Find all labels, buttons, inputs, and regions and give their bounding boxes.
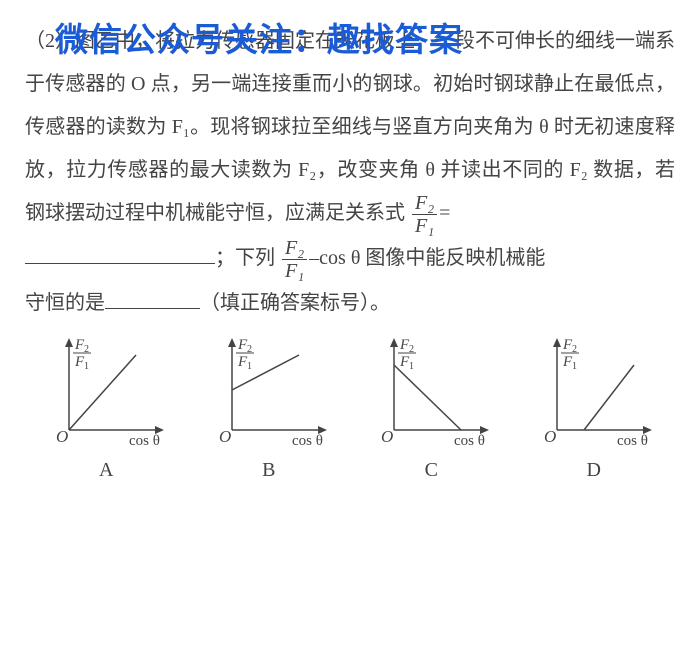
option-a: Ocos θF2F1 A [41, 335, 171, 492]
text-conserve: 守恒的是 [25, 292, 105, 314]
label-b: B [204, 449, 334, 492]
svg-text:1: 1 [84, 361, 89, 372]
label-d: D [529, 449, 659, 492]
svg-text:O: O [381, 427, 393, 445]
graph-options-row: Ocos θF2F1 A Ocos θF2F1 B Ocos θF2F1 C O… [25, 335, 675, 492]
svg-text:O: O [219, 427, 231, 445]
paragraph-1: （2）图乙中，将拉力传感器固定在天花板上，一段不可伸长的细线一端系于传感器的 O… [25, 30, 675, 224]
svg-text:1: 1 [409, 361, 414, 372]
svg-text:cos θ: cos θ [617, 433, 648, 445]
blank-answer-1 [25, 246, 215, 264]
graph-b: Ocos θF2F1 [204, 335, 334, 445]
label-a: A [41, 449, 171, 492]
svg-text:cos θ: cos θ [454, 433, 485, 445]
svg-text:cos θ: cos θ [129, 433, 160, 445]
equals: = [439, 202, 450, 224]
svg-text:cos θ: cos θ [292, 433, 323, 445]
svg-text:1: 1 [572, 361, 577, 372]
text-instruction: （填正确答案标号）。 [200, 292, 390, 314]
option-b: Ocos θF2F1 B [204, 335, 334, 492]
svg-text:O: O [544, 427, 556, 445]
problem-text: （2）图乙中，将拉力传感器固定在天花板上，一段不可伸长的细线一端系于传感器的 O… [25, 20, 675, 237]
svg-text:1: 1 [247, 361, 252, 372]
svg-text:O: O [56, 427, 68, 445]
fill-line-1: ；下列 F₂ F₁ –cos θ 图像中能反映机械能 [25, 237, 675, 282]
label-c: C [366, 449, 496, 492]
frac-den: F₁ [412, 215, 437, 237]
option-c: Ocos θF2F1 C [366, 335, 496, 492]
frac-num-b: F₂ [282, 237, 307, 260]
fraction-f2-f1-b: F₂ F₁ [282, 237, 307, 282]
graph-c: Ocos θF2F1 [366, 335, 496, 445]
fraction-f2-f1: F₂ F₁ [412, 192, 437, 237]
text-cos: –cos θ 图像中能反映机械能 [309, 247, 545, 269]
frac-den-b: F₁ [282, 260, 307, 282]
graph-d: Ocos θF2F1 [529, 335, 659, 445]
fill-line-2: 守恒的是 （填正确答案标号）。 [25, 282, 675, 325]
frac-num: F₂ [412, 192, 437, 215]
text-semi: ；下列 [215, 247, 275, 269]
option-d: Ocos θF2F1 D [529, 335, 659, 492]
blank-answer-2 [105, 291, 200, 309]
graph-a: Ocos θF2F1 [41, 335, 171, 445]
